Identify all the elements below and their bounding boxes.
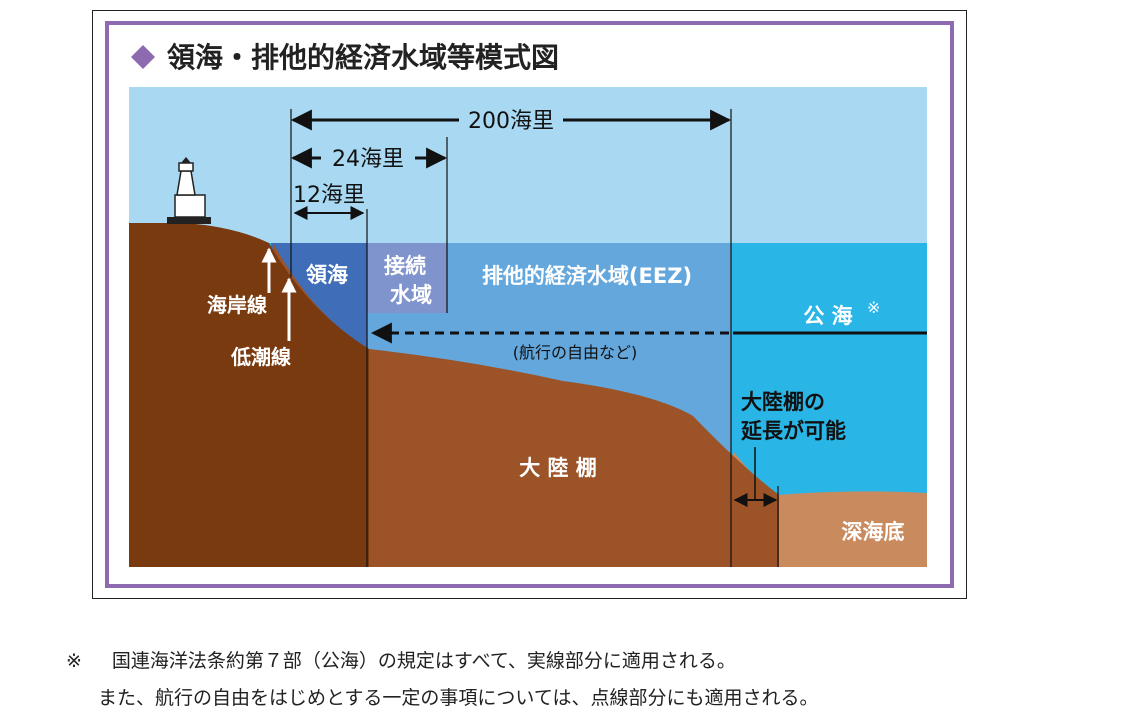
label-12nm: 12海里 [293,183,365,208]
sky-area [129,87,927,243]
label-24nm: 24海里 [332,147,404,172]
label-high-seas: 公 海 [803,304,852,328]
contiguous-zone-box [367,243,447,313]
label-continental-shelf: 大 陸 棚 [519,456,597,480]
footnote-mark: ※ [66,650,82,672]
footnote-line-1: ※ 国連海洋法条約第７部（公海）の規定はすべて、実線部分に適用される。 [66,646,736,673]
label-200nm: 200海里 [468,109,554,134]
footnote-text-1: 国連海洋法条約第７部（公海）の規定はすべて、実線部分に適用される。 [111,650,736,672]
diagram-title: 領海・排他的経済水域等模式図 [167,41,559,74]
label-contiguous-zone-2: 水域 [390,283,432,307]
diagram-frame: 領海・排他的経済水域等模式図 200海里 24海里 12海里 領海 接続 水域 … [92,10,967,599]
label-deep-seabed: 深海底 [842,520,905,544]
label-low-water-line: 低潮線 [230,345,291,369]
label-shelf-extension-1: 大陸棚の [741,390,825,414]
label-contiguous-zone-1: 接続 [384,254,426,278]
maritime-zones-diagram: 領海・排他的経済水域等模式図 200海里 24海里 12海里 領海 接続 水域 … [105,21,954,588]
label-navigation-freedom: (航行の自由など) [513,343,638,362]
footnote-line-2: また、航行の自由をはじめとする一定の事項については、点線部分にも適用される。 [98,683,818,710]
land-mass [129,223,369,567]
lighthouse-icon [167,157,211,224]
label-coastline: 海岸線 [207,293,267,317]
label-shelf-extension-2: 延長が可能 [740,419,846,443]
label-territorial-sea: 領海 [306,263,348,287]
high-seas-note-mark: ※ [867,298,880,317]
diamond-bullet-icon [131,45,155,69]
deep-seabed [733,451,927,567]
label-eez: 排他的経済水域(EEZ) [482,264,692,288]
continental-shelf [273,243,779,567]
footnote-text-2: また、航行の自由をはじめとする一定の事項については、点線部分にも適用される。 [98,687,819,709]
